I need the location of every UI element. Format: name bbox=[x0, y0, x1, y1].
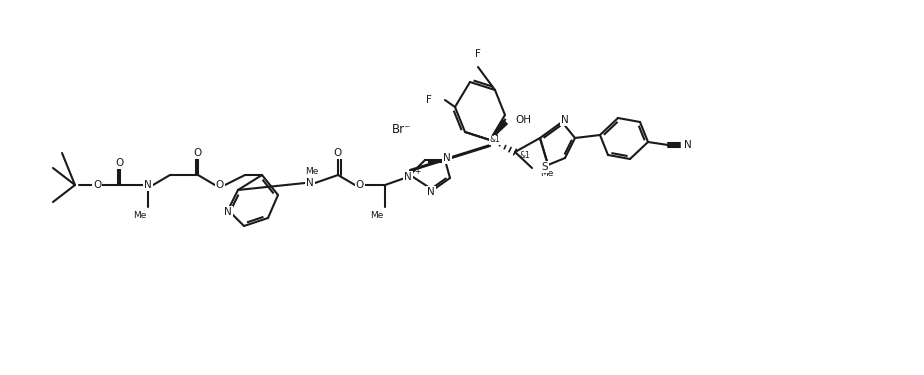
Text: F: F bbox=[426, 95, 432, 105]
Text: N: N bbox=[561, 115, 569, 125]
Text: N: N bbox=[225, 207, 232, 217]
Text: N: N bbox=[684, 140, 692, 150]
Text: Me: Me bbox=[371, 210, 383, 219]
Text: O: O bbox=[194, 148, 202, 158]
Text: O: O bbox=[116, 158, 124, 168]
Text: N: N bbox=[427, 187, 435, 197]
Text: Br⁻: Br⁻ bbox=[393, 123, 411, 136]
Text: O: O bbox=[356, 180, 364, 190]
Text: N: N bbox=[404, 172, 412, 182]
Text: Me: Me bbox=[540, 168, 553, 177]
Text: N: N bbox=[306, 178, 314, 188]
Text: N: N bbox=[444, 153, 451, 163]
Text: Me: Me bbox=[133, 210, 147, 219]
Text: N: N bbox=[144, 180, 152, 190]
Text: S: S bbox=[541, 162, 548, 172]
Polygon shape bbox=[490, 120, 507, 140]
Text: O: O bbox=[334, 148, 342, 158]
Text: OH: OH bbox=[515, 115, 531, 125]
Text: &1: &1 bbox=[520, 150, 530, 159]
Text: O: O bbox=[93, 180, 101, 190]
Text: &1: &1 bbox=[490, 135, 501, 144]
Text: O: O bbox=[216, 180, 225, 190]
Text: +: + bbox=[414, 166, 420, 176]
Text: F: F bbox=[475, 49, 480, 59]
Text: Me: Me bbox=[305, 166, 319, 176]
